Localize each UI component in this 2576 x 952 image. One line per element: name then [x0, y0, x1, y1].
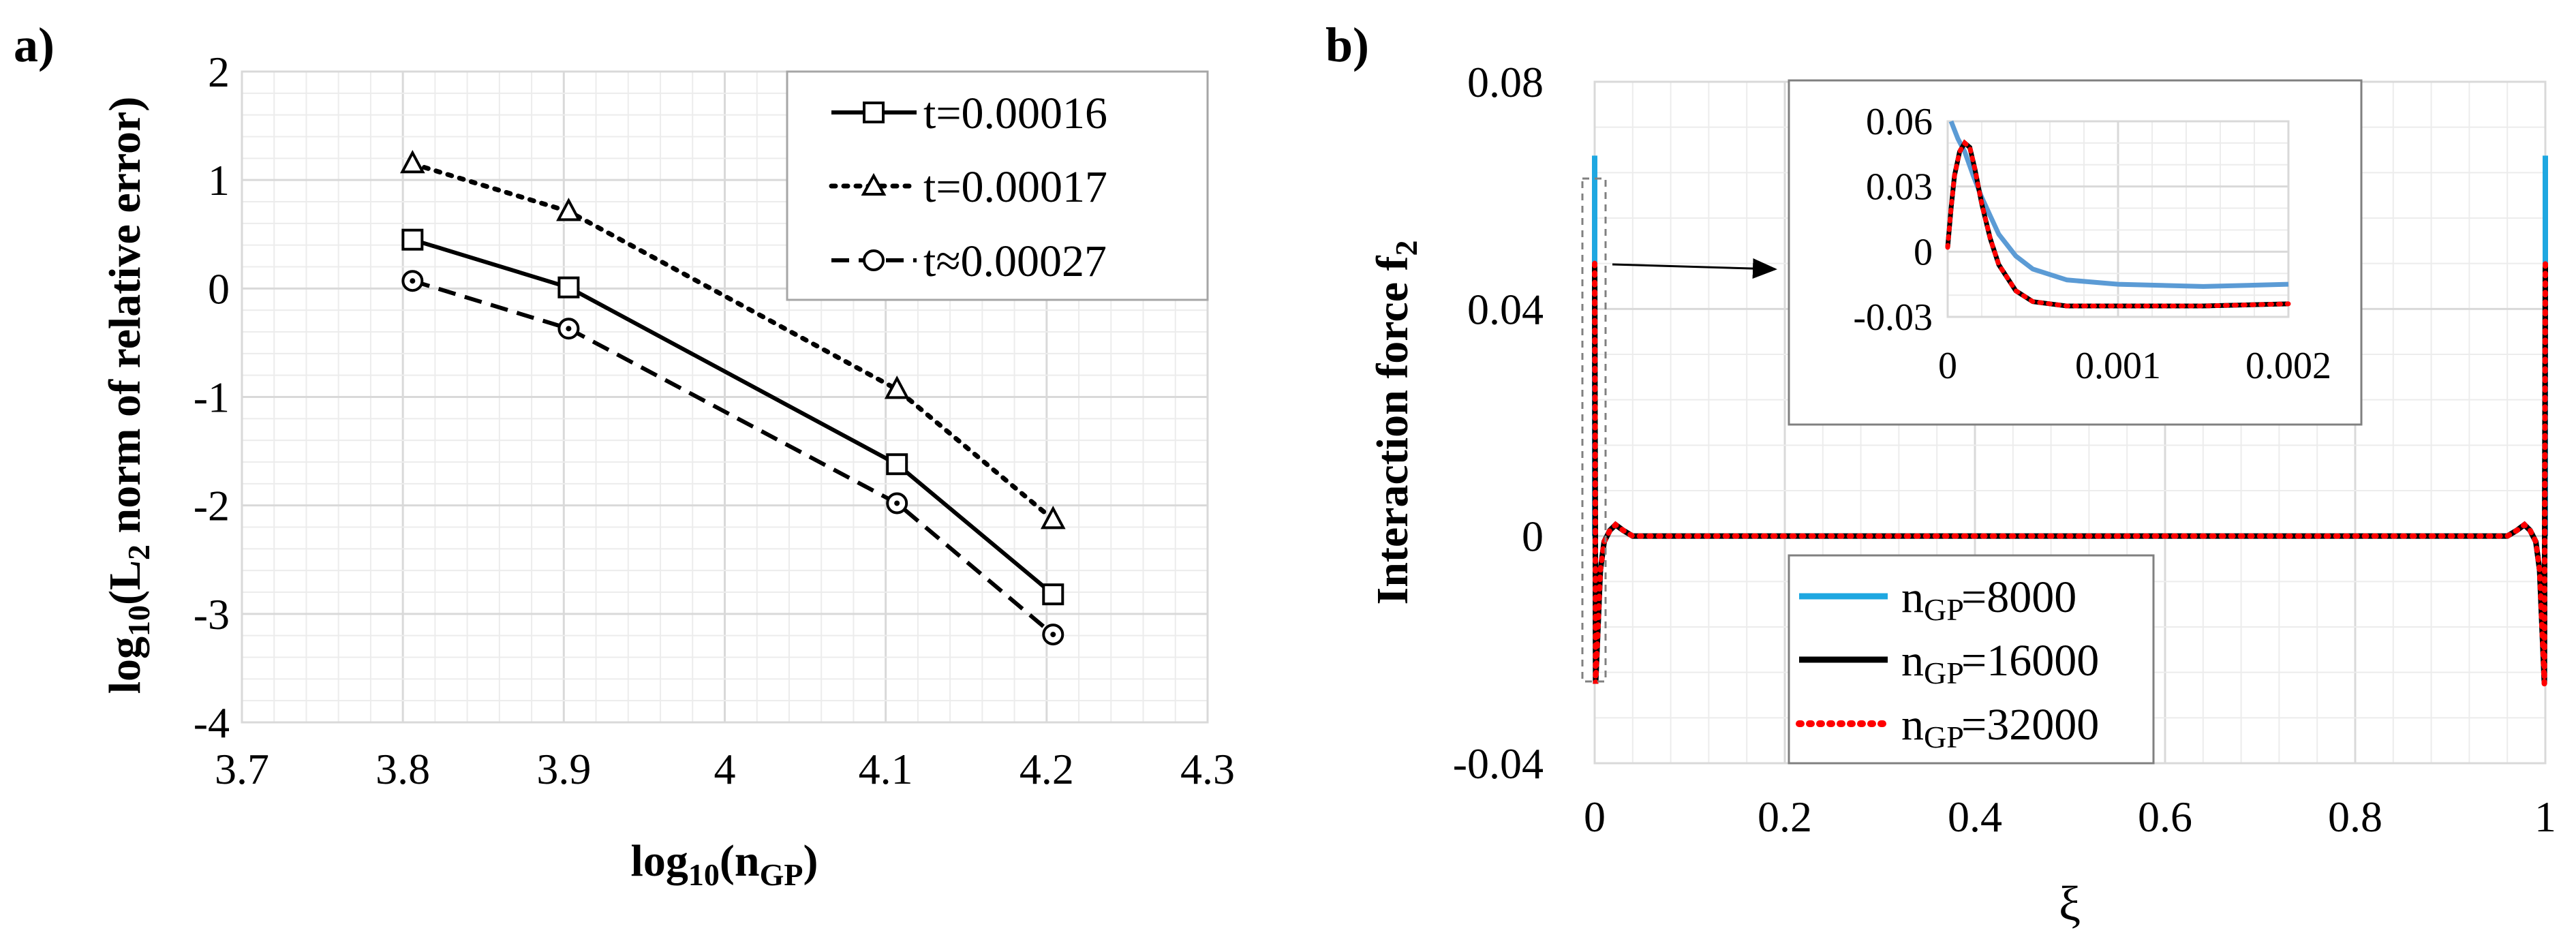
data-point-square	[557, 276, 580, 298]
series-line-red	[1592, 260, 2548, 684]
legend-triangle-marker	[861, 172, 887, 196]
legend-b-3: =32000	[1961, 700, 2099, 750]
x-tick-label: 4.1	[859, 745, 913, 793]
data-point-square	[401, 228, 424, 251]
data-point-triangle	[399, 150, 425, 174]
series-line-1	[412, 237, 1055, 596]
panel-a-plot-area	[241, 70, 1209, 724]
y-tick-label: 0	[208, 264, 230, 313]
y-tick-label: 1	[208, 156, 230, 204]
inset-plot-area	[1946, 120, 2290, 318]
x-tick-label: 3.9	[536, 745, 591, 793]
panel-b-label: b)	[1325, 18, 1369, 72]
y-tick-label: 0.04	[1467, 285, 1544, 333]
x-tick-label: 4.3	[1180, 745, 1235, 793]
inset-series	[1945, 120, 2291, 309]
inset-y-ticks: 0.06 0.03 0 -0.03	[1853, 101, 1933, 339]
inset-y-tick-label: 0.03	[1866, 166, 1933, 209]
legend-square-marker	[863, 102, 885, 123]
y-tick-label: 0.08	[1467, 58, 1544, 106]
series-line-2	[410, 161, 1056, 522]
inset: 0.060.030-0.03 0 0.001 0.002	[1788, 79, 2363, 426]
zoom-region-box	[1581, 177, 1607, 683]
x-tick-label: 4.2	[1019, 745, 1074, 793]
x-tick-label: 4	[714, 745, 736, 793]
x-tick-label: 0.6	[2138, 793, 2192, 841]
data-point-triangle	[1040, 506, 1066, 529]
panel-b-legend: nGP =8000 nGP =16000 nGP =32000	[1788, 554, 2155, 765]
panel-a-y-ticks: 2 1 0 -1 -2 -3 -4	[194, 48, 230, 747]
inset-y-tick-label: 0.06	[1866, 101, 1933, 143]
x-tick-label: 0.2	[1758, 793, 1812, 841]
x-tick-label: 0.8	[2328, 793, 2382, 841]
y-tick-label: -1	[194, 373, 230, 422]
legend-a-3: t≈0.00027	[923, 236, 1107, 286]
panel-a-y-axis-title: log10(L2 norm of relative error)	[100, 97, 156, 694]
inset-y-tick-label: -0.03	[1853, 296, 1933, 339]
series-line-3	[412, 279, 1055, 636]
x-tick-label: 1	[2534, 793, 2556, 841]
legend-circle-marker	[863, 249, 885, 271]
panel-b-series	[1592, 155, 2548, 684]
legend-a-2: t=0.00017	[923, 162, 1107, 212]
x-tick-label: 0	[1584, 793, 1606, 841]
y-tick-label: -2	[194, 482, 230, 530]
inset-arrow	[1612, 258, 1777, 279]
panel-a-x-axis-title: log10(nGP)	[631, 836, 818, 892]
data-point-circle-dot	[410, 278, 416, 284]
panel-a-legend: t=0.00016 t=0.00017 t≈0.00027	[786, 70, 1209, 301]
data-point-circle-dot	[894, 500, 900, 506]
y-tick-label: -4	[194, 698, 230, 747]
panel-a-x-ticks: 3.7 3.8 3.9 4 4.1 4.2 4.3	[215, 745, 1235, 793]
data-point-square	[1042, 583, 1064, 606]
inset-x-ticks: 0 0.001 0.002	[1938, 345, 2331, 387]
inset-series-red	[1945, 139, 2291, 309]
data-point-triangle	[884, 375, 910, 399]
inset-x-tick-label: 0	[1938, 345, 1957, 387]
panel-a-series	[399, 150, 1066, 646]
y-tick-label: 0	[1522, 512, 1544, 561]
x-tick-label: 3.8	[375, 745, 430, 793]
panel-a-label: a)	[14, 18, 55, 72]
inset-y-tick-label: 0	[1914, 231, 1933, 273]
inset-x-tick-label: 0.002	[2245, 345, 2331, 387]
panel-b-y-ticks: 0.08 0.04 0 -0.04	[1453, 58, 1544, 788]
inset-x-tick-label: 0.001	[2075, 345, 2161, 387]
y-tick-label: -3	[194, 590, 230, 639]
panel-b-x-ticks: 0 0.2 0.4 0.6 0.8 1	[1584, 793, 2556, 841]
panel-b-y-axis-title: Interaction force f2	[1368, 241, 1424, 605]
legend-b-2: =16000	[1961, 636, 2099, 686]
legend-b-1: =8000	[1961, 572, 2076, 622]
y-tick-label: -0.04	[1453, 739, 1544, 788]
legend-a-1: t=0.00016	[923, 89, 1107, 138]
data-point-circle-dot	[1050, 632, 1056, 638]
x-tick-label: 0.4	[1948, 793, 2002, 841]
data-point-circle-dot	[566, 326, 572, 332]
y-tick-label: 2	[208, 48, 230, 96]
data-point-square	[886, 453, 908, 476]
x-tick-label: 3.7	[215, 745, 269, 793]
panel-b-x-axis-title: ξ	[2059, 876, 2081, 931]
data-point-triangle	[556, 198, 581, 221]
